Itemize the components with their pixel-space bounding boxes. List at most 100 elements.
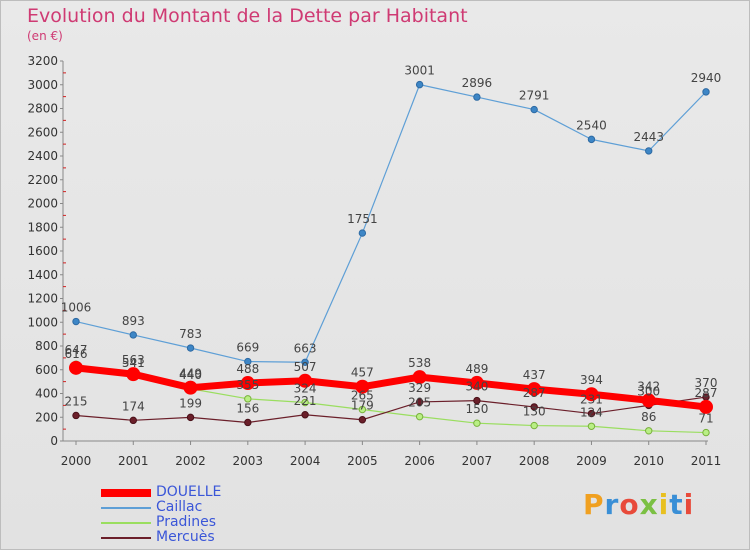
data-label: 130 — [523, 405, 546, 419]
data-label: 370 — [695, 376, 718, 390]
data-label: 150 — [465, 402, 488, 416]
y-tick-label: 1800 — [27, 220, 58, 234]
data-point — [473, 419, 481, 427]
y-tick-label: 2600 — [27, 125, 58, 139]
data-label: 156 — [236, 401, 259, 415]
chart-title: Evolution du Montant de la Dette par Hab… — [27, 5, 468, 27]
data-label: 449 — [179, 367, 202, 381]
data-label: 265 — [351, 389, 374, 403]
series-line-mercuès — [75, 396, 707, 424]
x-tick-label: 2004 — [290, 454, 321, 468]
data-point — [415, 398, 424, 406]
data-label: 783 — [179, 327, 202, 341]
data-point — [240, 376, 255, 391]
data-point — [587, 422, 596, 430]
data-label: 287 — [695, 386, 718, 400]
x-tick-label: 2002 — [175, 454, 206, 468]
x-tick-label: 2006 — [404, 454, 435, 468]
data-label: 669 — [236, 341, 259, 355]
data-point — [641, 393, 656, 408]
data-label: 616 — [65, 347, 88, 361]
data-label: 507 — [294, 360, 317, 374]
data-point — [183, 380, 198, 395]
data-point — [587, 135, 596, 144]
x-tick-label: 2011 — [691, 454, 722, 468]
data-label: 457 — [351, 366, 374, 380]
data-point — [69, 360, 83, 375]
y-tick-label: 1000 — [27, 315, 58, 329]
data-point — [186, 344, 195, 352]
y-tick-label: 0 — [50, 434, 58, 448]
data-label: 300 — [637, 384, 660, 398]
x-tick-label: 2010 — [633, 454, 664, 468]
data-point — [415, 412, 424, 421]
series-line-caillac — [75, 84, 707, 363]
data-point — [129, 331, 137, 339]
data-point — [129, 416, 137, 425]
x-tick-label: 2003 — [233, 454, 264, 468]
y-tick-label: 200 — [35, 410, 58, 424]
data-point — [469, 375, 484, 390]
data-point — [473, 93, 481, 101]
logo-letter: i — [658, 488, 670, 521]
data-point — [186, 413, 195, 422]
y-tick-label: 1400 — [27, 268, 58, 282]
data-label: 231 — [580, 393, 603, 407]
data-label: 489 — [465, 362, 488, 376]
y-tick-label: 800 — [35, 339, 58, 353]
data-point — [473, 396, 481, 405]
data-point — [584, 387, 599, 402]
data-label: 71 — [698, 412, 713, 426]
data-label: 663 — [294, 341, 317, 355]
data-point — [699, 399, 713, 414]
data-label: 199 — [179, 396, 202, 410]
data-point — [244, 395, 252, 403]
data-label: 324 — [294, 382, 317, 396]
logo-letter: P — [583, 488, 605, 521]
data-point — [645, 427, 653, 435]
data-point — [72, 317, 80, 326]
logo-letter: r — [604, 488, 620, 521]
data-point — [244, 418, 252, 427]
y-tick-label: 3000 — [27, 78, 58, 92]
data-point — [358, 405, 367, 414]
x-tick-label: 2005 — [347, 454, 378, 468]
legend-label: Pradines — [156, 514, 217, 530]
data-point — [530, 105, 538, 114]
data-label: 342 — [637, 379, 660, 393]
legend-label: Caillac — [156, 499, 203, 515]
data-label: 205 — [408, 396, 431, 410]
data-point — [72, 411, 80, 420]
data-label: 3001 — [404, 64, 435, 78]
legend-label: Mercuès — [156, 529, 215, 545]
data-point — [587, 409, 596, 418]
chart-subtitle: (en €) — [27, 29, 63, 43]
data-label: 538 — [408, 356, 431, 370]
data-label: 541 — [122, 356, 145, 370]
logo-letter: x — [639, 488, 659, 521]
x-tick-label: 2001 — [118, 454, 149, 468]
y-tick-label: 3200 — [27, 54, 58, 68]
data-point — [298, 373, 313, 388]
series-line-douelle — [75, 364, 707, 411]
data-label: 488 — [236, 362, 259, 376]
data-point — [301, 398, 309, 407]
data-label: 437 — [523, 368, 546, 382]
y-tick-label: 2000 — [27, 197, 58, 211]
data-label: 563 — [122, 353, 145, 367]
data-point — [530, 403, 538, 411]
data-label: 394 — [580, 373, 603, 387]
data-label: 1006 — [61, 301, 92, 315]
x-tick-label: 2007 — [462, 454, 493, 468]
legend-swatch — [101, 507, 151, 509]
legend-swatch — [101, 522, 151, 524]
data-point — [530, 421, 538, 430]
y-tick-label: 1600 — [27, 244, 58, 258]
data-label: 287 — [523, 386, 546, 400]
data-label: 2540 — [576, 118, 607, 132]
logo-letter: i — [683, 488, 695, 521]
y-tick-label: 2400 — [27, 149, 58, 163]
data-label: 329 — [408, 381, 431, 395]
data-point — [301, 358, 309, 366]
